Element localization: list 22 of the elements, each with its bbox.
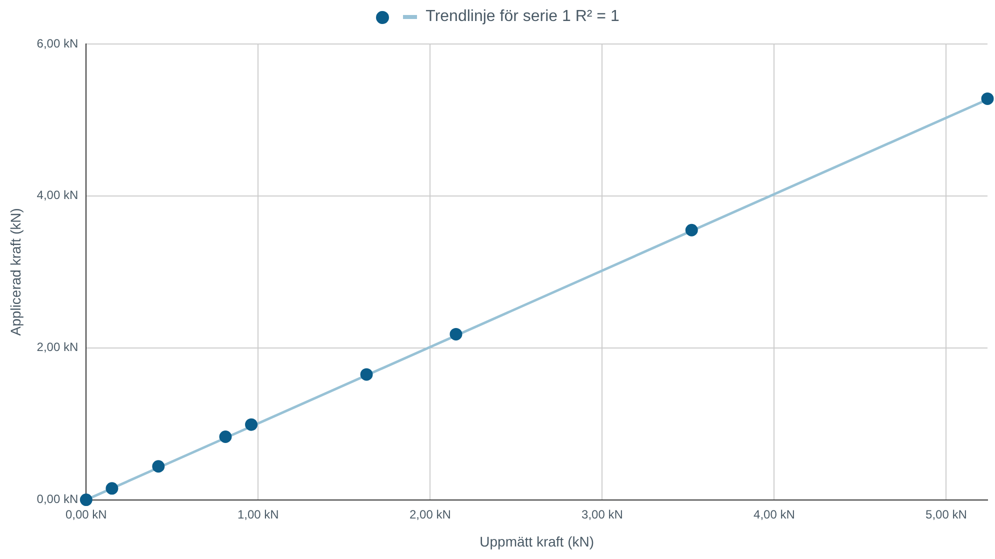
y-tick-label: 6,00 kN — [36, 36, 78, 50]
point — [80, 494, 92, 506]
y-tick-label: 4,00 kN — [36, 188, 78, 202]
point — [245, 418, 258, 431]
point — [152, 460, 165, 473]
point — [685, 224, 698, 236]
legend-label: Trendlinje för serie 1 R² = 1 — [426, 8, 620, 26]
point — [360, 368, 373, 381]
point — [106, 482, 118, 495]
y-axis-title: Applicerad kraft (kN) — [7, 208, 24, 336]
x-tick-label: 5,00 kN — [926, 507, 967, 522]
point — [450, 328, 462, 340]
point — [981, 92, 994, 105]
x-axis-title: Uppmätt kraft (kN) — [480, 533, 594, 550]
x-tick-label: 1,00 kN — [237, 507, 279, 522]
x-tick-label: 3,00 kN — [582, 507, 623, 522]
y-tick-label: 0,00 kN — [36, 492, 78, 506]
x-tick-label: 4,00 kN — [754, 507, 795, 522]
x-tick-label: 0,00 kN — [65, 507, 107, 522]
y-tick-label: 2,00 kN — [36, 340, 78, 354]
point — [219, 430, 232, 443]
x-tick-label: 2,00 kN — [410, 507, 451, 522]
